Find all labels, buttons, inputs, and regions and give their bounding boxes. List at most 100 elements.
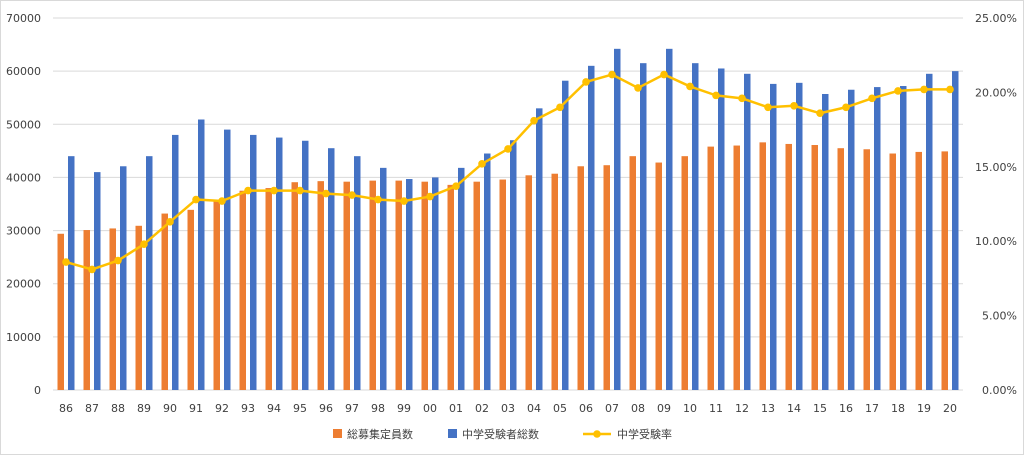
x-tick-label: 96 — [319, 402, 333, 415]
bar-applicants — [146, 156, 153, 390]
rate-point — [686, 82, 694, 91]
x-tick-label: 19 — [917, 402, 931, 415]
x-tick-label: 10 — [683, 402, 697, 415]
legend-label-blue: 中学受験者総数 — [462, 427, 539, 441]
bar-capacity — [785, 143, 792, 390]
bar-applicants — [484, 153, 491, 390]
bar-applicants — [692, 63, 699, 391]
bar-applicants — [224, 129, 231, 390]
bar-capacity — [733, 145, 740, 390]
bar-capacity — [395, 180, 402, 390]
bar-capacity — [239, 190, 246, 390]
rate-point — [842, 103, 850, 112]
bar-applicants — [770, 83, 777, 390]
y-right-tick-label: 0.00% — [982, 384, 1017, 397]
x-tick-label: 03 — [501, 402, 515, 415]
bar-applicants — [874, 87, 881, 390]
bar-applicants — [406, 179, 413, 390]
rate-point — [192, 195, 200, 204]
bar-applicants — [822, 93, 829, 390]
bar-capacity — [577, 166, 584, 390]
bar-capacity — [707, 146, 714, 390]
rate-point — [400, 197, 408, 205]
x-tick-label: 17 — [865, 402, 879, 415]
x-tick-label: 00 — [423, 402, 437, 415]
legend-label-orange: 総募集定員数 — [347, 427, 413, 441]
bar-capacity — [473, 181, 480, 390]
x-tick-label: 98 — [371, 402, 385, 415]
bar-capacity — [525, 175, 532, 390]
rate-point — [296, 186, 304, 195]
y-left-tick-label: 40000 — [6, 171, 41, 184]
y-right-tick-label: 15.00% — [975, 161, 1017, 174]
bar-capacity — [421, 181, 428, 390]
rate-point — [62, 258, 70, 266]
bar-applicants — [120, 166, 127, 390]
rate-point — [166, 218, 174, 226]
bar-capacity — [291, 182, 298, 390]
bar-capacity — [57, 233, 64, 390]
x-tick-label: 16 — [839, 402, 853, 415]
bar-applicants — [536, 108, 543, 390]
bar-applicants — [900, 86, 907, 390]
bar-capacity — [109, 228, 116, 390]
bar-applicants — [380, 167, 387, 390]
rate-point — [88, 265, 96, 274]
rate-point — [946, 85, 954, 94]
y-left-tick-label: 70000 — [6, 12, 41, 25]
y-right-tick-label: 10.00% — [975, 235, 1017, 248]
bar-capacity — [681, 156, 688, 390]
bar-capacity — [265, 188, 272, 390]
x-tick-label: 92 — [215, 402, 229, 415]
x-tick-label: 20 — [943, 402, 957, 415]
y-left-tick-label: 30000 — [6, 225, 41, 238]
legend-swatch-orange — [333, 429, 342, 438]
bar-capacity — [941, 151, 948, 390]
rate-point — [244, 186, 252, 195]
legend-marker — [593, 430, 601, 438]
bar-applicants — [614, 48, 621, 391]
legend-item-line: 中学受験率 — [583, 427, 672, 441]
bar-capacity — [343, 181, 350, 390]
bar-applicants — [562, 80, 569, 391]
rate-point — [582, 78, 590, 86]
rate-point — [608, 70, 616, 79]
rate-point — [660, 70, 668, 79]
x-tick-label: 05 — [553, 402, 567, 415]
bar-applicants — [250, 134, 257, 390]
x-tick-label: 11 — [709, 402, 723, 415]
x-tick-label: 93 — [241, 402, 255, 415]
bar-capacity — [161, 213, 168, 390]
rate-point — [556, 103, 564, 112]
bar-capacity — [655, 162, 662, 390]
bar-applicants — [276, 137, 283, 390]
x-tick-label: 95 — [293, 402, 307, 415]
rate-point — [712, 91, 720, 100]
rate-point — [348, 191, 356, 199]
bar-applicants — [952, 71, 959, 391]
legend: 総募集定員数 中学受験者総数 中学受験率 — [333, 427, 672, 441]
x-tick-label: 18 — [891, 402, 905, 415]
bar-applicants — [796, 82, 803, 390]
legend-swatch-blue — [448, 429, 457, 438]
rate-point — [114, 256, 122, 265]
bar-capacity — [629, 156, 636, 390]
bar-applicants — [302, 140, 309, 390]
bar-applicants — [354, 156, 361, 390]
rate-point — [270, 186, 278, 195]
x-tick-label: 86 — [59, 402, 73, 415]
left-axis-ticks: 0 10000 20000 30000 40000 50000 60000 70000 — [6, 12, 41, 397]
legend-item-bar-orange: 総募集定員数 — [333, 427, 413, 441]
y-right-tick-label: 20.00% — [975, 86, 1017, 99]
bar-applicants — [588, 65, 595, 390]
bar-capacity — [369, 180, 376, 390]
bar-capacity — [863, 149, 870, 390]
x-tick-label: 07 — [605, 402, 619, 415]
bar-applicants — [68, 156, 75, 390]
rate-point — [868, 94, 876, 103]
y-left-tick-label: 0 — [34, 384, 41, 397]
rate-point — [478, 160, 486, 168]
bar-capacity — [187, 209, 194, 390]
